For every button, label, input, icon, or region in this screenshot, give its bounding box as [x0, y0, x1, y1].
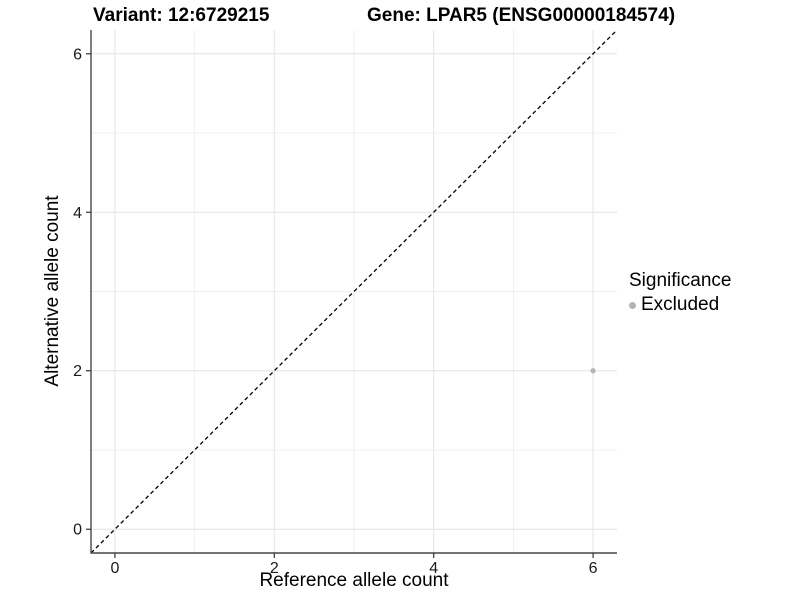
y-tick-label: 0: [73, 522, 82, 539]
identity-reference-line: [90, 29, 618, 554]
plot-title-variant: Variant: 12:6729215: [93, 5, 270, 26]
y-axis-title: Alternative allele count: [42, 195, 63, 387]
legend-point-icon: [629, 301, 636, 309]
x-tick-label: 4: [429, 560, 438, 577]
legend-item-excluded: Excluded: [629, 294, 731, 316]
y-tick-label: 4: [73, 205, 82, 222]
x-axis-title: Reference allele count: [259, 570, 449, 591]
legend: Significance Excluded: [629, 270, 731, 316]
plot-title-gene: Gene: LPAR5 (ENSG00000184574): [367, 5, 676, 26]
data-point: [590, 368, 596, 374]
x-tick-label: 2: [270, 560, 279, 577]
x-tick-label: 6: [589, 560, 598, 577]
y-tick-label: 6: [73, 46, 82, 63]
y-tick-label: 2: [73, 363, 82, 380]
legend-item-label: Excluded: [641, 294, 720, 315]
legend-title: Significance: [629, 270, 732, 291]
x-tick-label: 0: [110, 560, 119, 577]
